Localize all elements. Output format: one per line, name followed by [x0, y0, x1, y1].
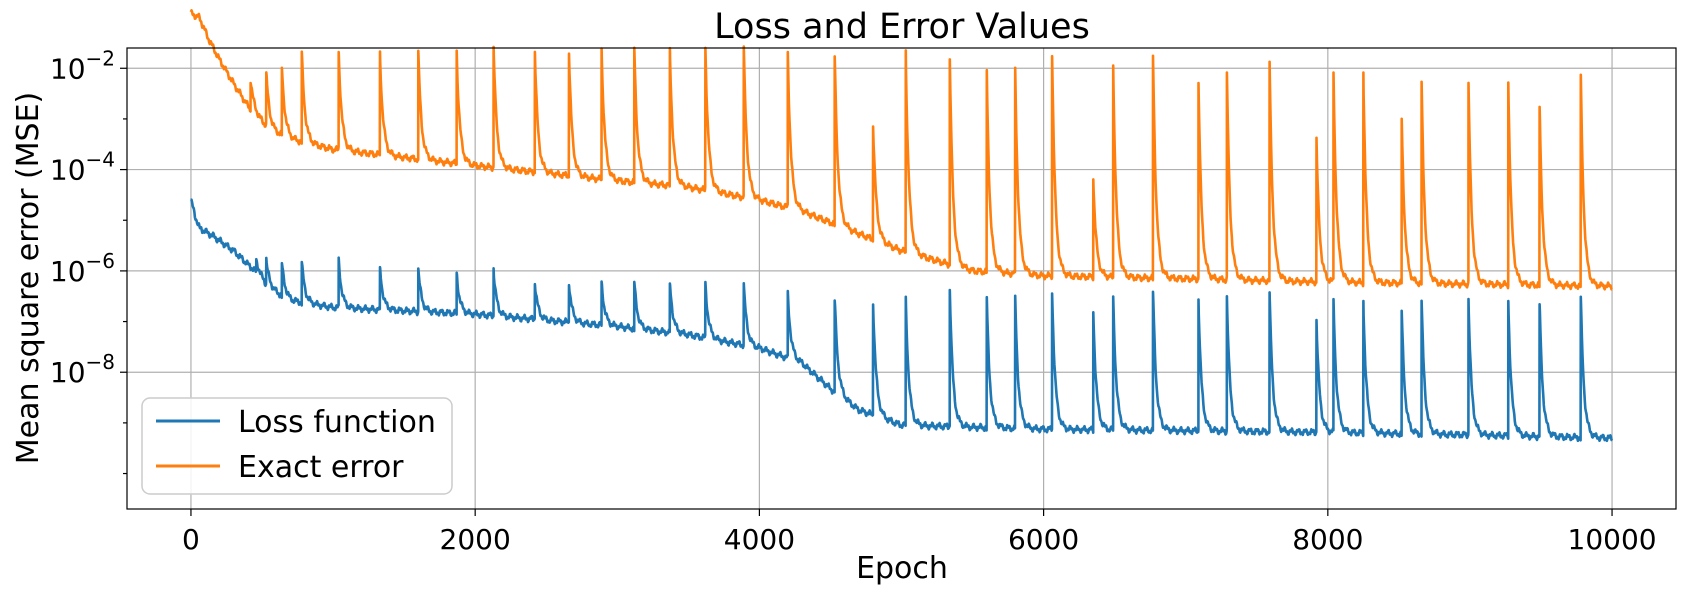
y-tick-label: 10−8 [50, 350, 115, 389]
chart-title: Loss and Error Values [714, 7, 1090, 47]
x-tick-label: 10000 [1568, 523, 1657, 556]
series-line-exact-error [189, 9, 1613, 291]
y-tick-base: 10 [50, 52, 86, 85]
plot-layer [189, 9, 1614, 443]
series-line-loss-function [190, 198, 1614, 443]
y-tick-label: 10−6 [50, 249, 115, 288]
y-tick-exponent: −8 [86, 350, 115, 374]
y-tick-base: 10 [50, 154, 86, 187]
x-tick-label: 8000 [1292, 523, 1363, 556]
y-tick-label: 10−2 [50, 46, 115, 85]
y-tick-base: 10 [50, 356, 86, 389]
y-tick-exponent: −4 [86, 148, 115, 172]
y-tick-exponent: −6 [86, 249, 115, 273]
y-tick-exponent: −2 [86, 46, 115, 70]
x-tick-label: 2000 [440, 523, 511, 556]
x-axis-label: Epoch [856, 551, 948, 586]
x-tick-label: 0 [182, 523, 200, 556]
legend: Loss function Exact error [141, 397, 453, 495]
legend-label-loss: Loss function [238, 405, 436, 440]
x-tick-label: 4000 [724, 523, 795, 556]
plot-frame [126, 47, 1677, 510]
y-tick-label: 10−4 [50, 148, 115, 187]
y-axis-label: Mean square error (MSE) [11, 92, 46, 464]
x-tick-label: 6000 [1008, 523, 1079, 556]
y-tick-base: 10 [50, 255, 86, 288]
legend-label-exact: Exact error [238, 450, 404, 485]
